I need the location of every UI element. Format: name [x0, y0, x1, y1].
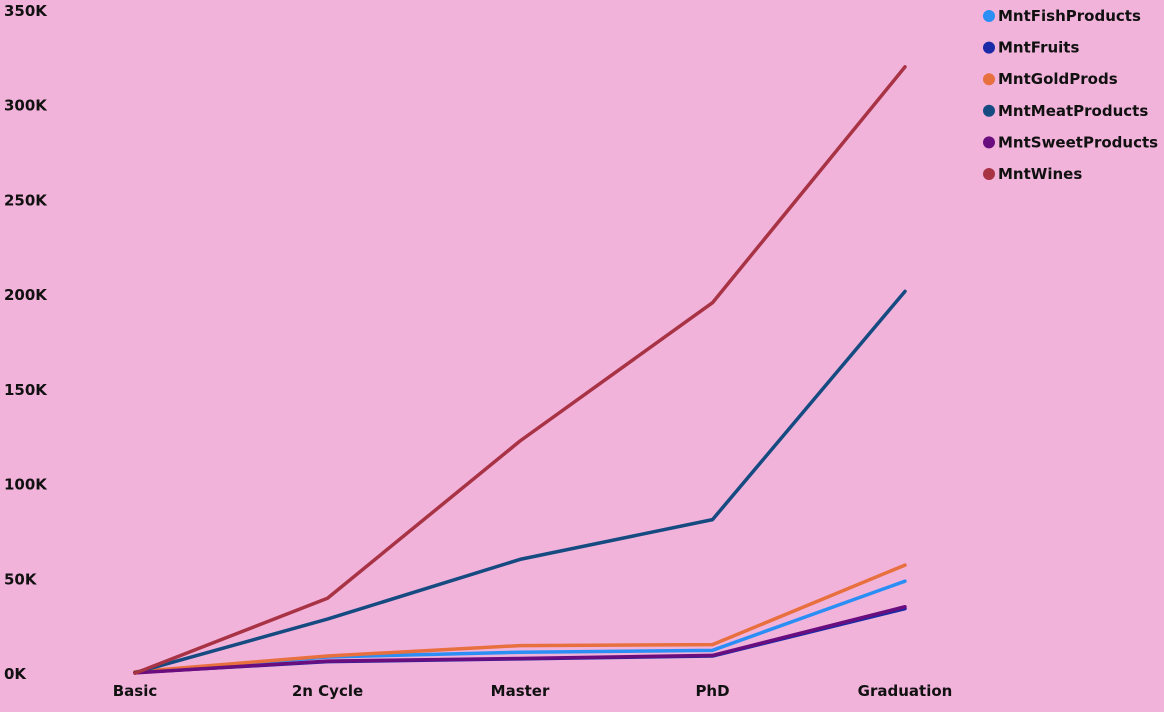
legend-item-mntsweetproducts[interactable]: MntSweetProducts	[983, 133, 1158, 151]
legend-label: MntFishProducts	[998, 7, 1141, 25]
legend-marker	[983, 10, 995, 22]
y-tick-label: 350K	[4, 2, 48, 20]
legend-label: MntMeatProducts	[998, 102, 1148, 120]
y-tick-label: 150K	[4, 381, 48, 399]
y-tick-label: 0K	[4, 665, 27, 683]
legend-label: MntFruits	[998, 39, 1079, 57]
legend-label: MntSweetProducts	[998, 133, 1158, 151]
legend-item-mntfruits[interactable]: MntFruits	[983, 39, 1079, 57]
y-tick-label: 300K	[4, 97, 48, 115]
x-axis: Basic 2n Cycle Master PhD Graduation	[113, 682, 953, 700]
x-tick-label: Master	[491, 682, 550, 700]
y-tick-label: 200K	[4, 286, 48, 304]
x-tick-label: Basic	[113, 682, 158, 700]
x-tick-label: Graduation	[858, 682, 953, 700]
series-line-mntwines	[133, 65, 907, 675]
legend[interactable]: MntFishProducts MntFruits MntGoldProds MntM…	[983, 7, 1158, 183]
legend-marker	[983, 136, 995, 149]
series-line-mntmeatproducts	[133, 289, 907, 675]
y-tick-label: 50K	[4, 570, 38, 588]
legend-label: MntGoldProds	[998, 70, 1118, 88]
series-line-mntgoldprods	[133, 563, 907, 674]
series-line-mntsweetproducts	[133, 605, 907, 675]
y-tick-label: 100K	[4, 476, 48, 494]
legend-marker	[983, 104, 995, 117]
legend-marker	[983, 168, 995, 180]
legend-label: MntWines	[998, 165, 1082, 183]
y-tick-label: 250K	[4, 191, 48, 209]
legend-item-mntwines[interactable]: MntWines	[983, 165, 1082, 183]
x-tick-label: PhD	[695, 682, 729, 700]
plot-area	[133, 65, 907, 675]
x-tick-label: 2n Cycle	[292, 682, 363, 700]
legend-item-mntfishproducts[interactable]: MntFishProducts	[983, 7, 1141, 25]
legend-marker	[983, 41, 995, 54]
y-axis: 0K 50K 100K 150K 200K 250K 300K 350K	[4, 2, 48, 683]
legend-item-mntgoldprods[interactable]: MntGoldProds	[983, 70, 1118, 88]
legend-marker	[983, 73, 995, 86]
legend-item-mntmeatproducts[interactable]: MntMeatProducts	[983, 102, 1148, 120]
